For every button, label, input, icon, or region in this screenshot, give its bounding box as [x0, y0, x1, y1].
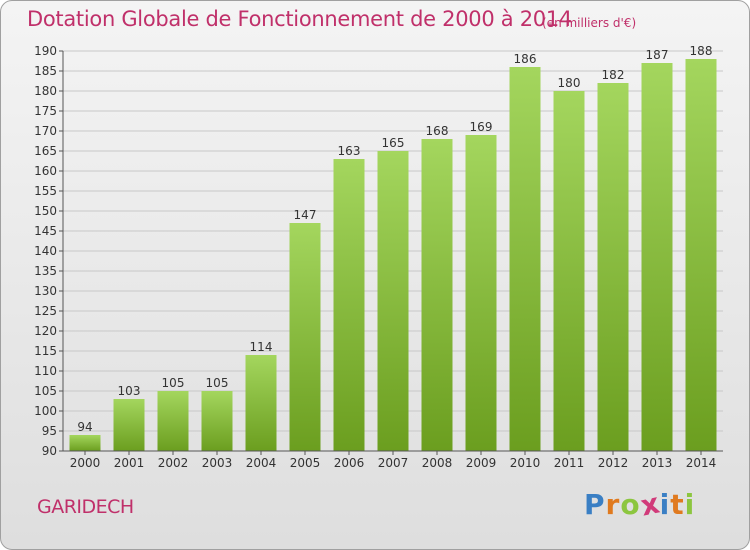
- bar: [553, 91, 585, 451]
- bar-value-label: 188: [690, 44, 713, 58]
- logo-letter: P: [584, 488, 606, 521]
- bar: [641, 63, 673, 451]
- value-labels: 94 103 105 105 114 147 163 165 168 169 186 180 182 18…: [77, 44, 712, 434]
- x-tick-label: 2003: [202, 456, 233, 470]
- y-tick-label: 90: [42, 444, 57, 458]
- y-tick-label: 185: [34, 64, 57, 78]
- logo-letter: o: [620, 488, 641, 521]
- x-tick-label: 2007: [378, 456, 409, 470]
- x-tick-label: 2001: [114, 456, 145, 470]
- y-tick-label: 150: [34, 204, 57, 218]
- logo-letter: t: [670, 488, 685, 521]
- y-tick-label: 145: [34, 224, 57, 238]
- y-tick-label: 190: [34, 44, 57, 58]
- x-tick-label: 2013: [642, 456, 673, 470]
- bar: [113, 399, 145, 451]
- x-tick-label: 2011: [554, 456, 585, 470]
- bar: [201, 391, 233, 451]
- bar: [333, 159, 365, 451]
- bar: [421, 139, 453, 451]
- bar-value-label: 114: [250, 340, 273, 354]
- bar: [289, 223, 321, 451]
- x-tick-label: 2010: [510, 456, 541, 470]
- bar-value-label: 105: [162, 376, 185, 390]
- bar-value-label: 94: [77, 420, 92, 434]
- y-tick-label: 100: [34, 404, 57, 418]
- chart-subtitle: (en milliers d'€): [542, 16, 637, 30]
- y-tick-label: 160: [34, 164, 57, 178]
- bar: [245, 355, 277, 451]
- y-tick-label: 170: [34, 124, 57, 138]
- x-tick-label: 2002: [158, 456, 189, 470]
- y-tick-label: 175: [34, 104, 57, 118]
- y-tick-label: 130: [34, 284, 57, 298]
- x-tick-label: 2004: [246, 456, 277, 470]
- bar: [377, 151, 409, 451]
- y-tick-label: 125: [34, 304, 57, 318]
- bar-value-label: 163: [338, 144, 361, 158]
- y-tick-label: 120: [34, 324, 57, 338]
- x-tick-label: 2006: [334, 456, 365, 470]
- bar-value-label: 187: [646, 48, 669, 62]
- bar-value-label: 165: [382, 136, 405, 150]
- bar-value-label: 147: [294, 208, 317, 222]
- bar: [69, 435, 101, 451]
- bar: [685, 59, 717, 451]
- logo-letter: r: [605, 488, 621, 521]
- logo-letter: i: [684, 488, 696, 521]
- bar-value-label: 103: [118, 384, 141, 398]
- axes: 90 95 100 105 110 115 120 125 130 135 140 145 150 155…: [34, 44, 723, 470]
- commune-name: GARIDECH: [37, 496, 134, 518]
- bar-value-label: 168: [426, 124, 449, 138]
- bars: [69, 59, 717, 451]
- x-tick-label: 2014: [686, 456, 717, 470]
- y-tick-label: 180: [34, 84, 57, 98]
- x-tick-label: 2008: [422, 456, 453, 470]
- y-tick-label: 115: [34, 344, 57, 358]
- bar: [509, 67, 541, 451]
- x-tick-label: 2009: [466, 456, 497, 470]
- y-tick-label: 95: [42, 424, 57, 438]
- bar-value-label: 105: [206, 376, 229, 390]
- x-tick-label: 2000: [70, 456, 101, 470]
- bar: [597, 83, 629, 451]
- y-tick-label: 105: [34, 384, 57, 398]
- y-tick-label: 110: [34, 364, 57, 378]
- bar-value-label: 180: [558, 76, 581, 90]
- y-tick-label: 155: [34, 184, 57, 198]
- chart-title: Dotation Globale de Fonctionnement de 20…: [27, 7, 572, 31]
- x-tick-label: 2005: [290, 456, 321, 470]
- logo-letter: i: [659, 488, 671, 521]
- bar: [465, 135, 497, 451]
- x-tick-label: 2012: [598, 456, 629, 470]
- bar-value-label: 182: [602, 68, 625, 82]
- proxiti-logo: Proxiti: [584, 486, 696, 522]
- bar-value-label: 186: [514, 52, 537, 66]
- y-tick-label: 165: [34, 144, 57, 158]
- y-tick-label: 140: [34, 244, 57, 258]
- y-tick-label: 135: [34, 264, 57, 278]
- bar: [157, 391, 189, 451]
- bar-value-label: 169: [470, 120, 493, 134]
